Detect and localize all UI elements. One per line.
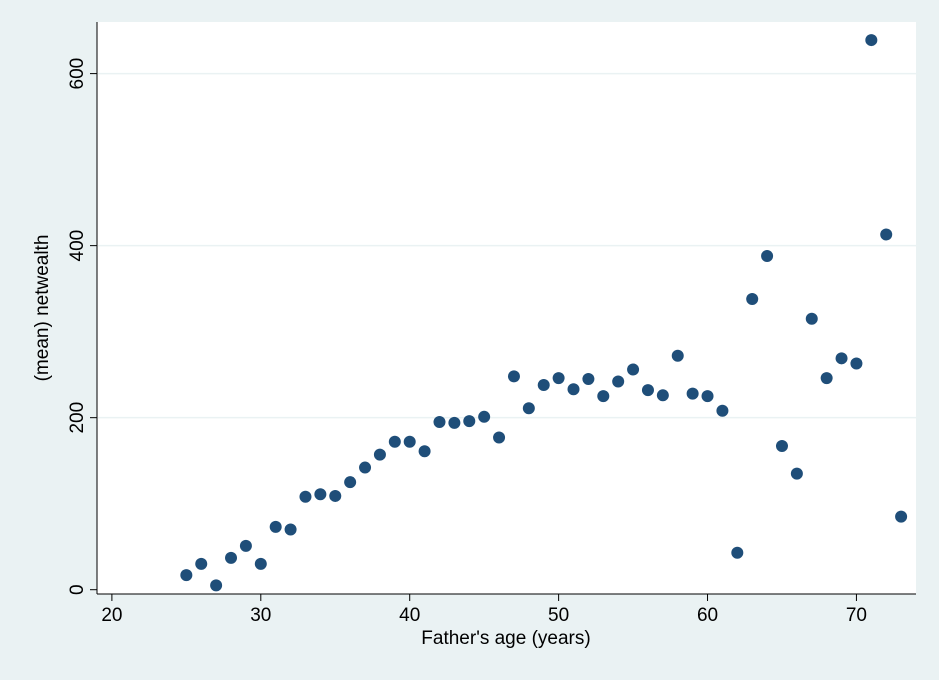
x-tick-label: 30 <box>250 605 271 626</box>
data-point <box>180 569 193 582</box>
data-point <box>835 352 848 365</box>
data-point <box>418 445 431 458</box>
data-point <box>403 435 416 448</box>
data-point <box>522 402 535 415</box>
data-point <box>865 34 878 47</box>
data-point <box>284 523 297 536</box>
data-points <box>180 34 908 592</box>
data-point <box>478 410 491 423</box>
data-point <box>388 435 401 448</box>
data-point <box>775 440 788 453</box>
data-point <box>329 489 342 502</box>
data-point <box>671 349 684 362</box>
y-tick-label: 0 <box>67 584 88 595</box>
data-point <box>507 370 520 383</box>
data-point <box>627 363 640 376</box>
data-point <box>597 390 610 403</box>
data-point <box>656 389 669 402</box>
data-point <box>805 312 818 325</box>
data-point <box>359 461 372 474</box>
data-point <box>761 249 774 262</box>
x-axis-ticks: 20 30 40 50 60 70 <box>101 594 867 626</box>
data-point <box>746 292 759 305</box>
data-point <box>225 551 238 564</box>
y-tick-label: 400 <box>67 230 88 262</box>
y-tick-label: 200 <box>67 402 88 434</box>
data-point <box>239 539 252 552</box>
data-point <box>895 510 908 523</box>
data-point <box>686 387 699 400</box>
x-tick-label: 70 <box>846 605 867 626</box>
data-point <box>448 416 461 429</box>
data-point <box>820 372 833 385</box>
data-point <box>612 375 625 388</box>
data-point <box>433 415 446 428</box>
y-axis-ticks: 0 200 400 600 <box>67 58 97 595</box>
data-point <box>537 378 550 391</box>
x-tick-label: 60 <box>697 605 718 626</box>
data-point <box>373 448 386 461</box>
data-point <box>344 476 357 489</box>
gridlines <box>98 72 916 419</box>
data-point <box>254 557 267 570</box>
y-axis-label: (mean) netwealth <box>32 235 53 382</box>
data-point <box>582 372 595 385</box>
data-point <box>716 404 729 417</box>
data-point <box>210 579 223 592</box>
x-tick-label: 50 <box>548 605 569 626</box>
plot-area <box>97 22 916 594</box>
x-tick-label: 40 <box>399 605 420 626</box>
x-axis-label: Father's age (years) <box>421 628 590 649</box>
data-point <box>850 357 863 370</box>
data-point <box>269 520 282 533</box>
data-point <box>567 383 580 396</box>
data-point <box>701 390 714 403</box>
y-tick-label: 600 <box>67 58 88 90</box>
data-point <box>552 372 565 385</box>
data-point <box>731 546 744 559</box>
data-point <box>299 490 312 503</box>
data-point <box>493 431 506 444</box>
data-point <box>314 488 327 501</box>
data-point <box>790 467 803 480</box>
x-tick-label: 20 <box>101 605 122 626</box>
data-point <box>463 415 476 428</box>
data-point <box>195 557 208 570</box>
data-point <box>880 228 893 241</box>
data-point <box>641 384 654 397</box>
